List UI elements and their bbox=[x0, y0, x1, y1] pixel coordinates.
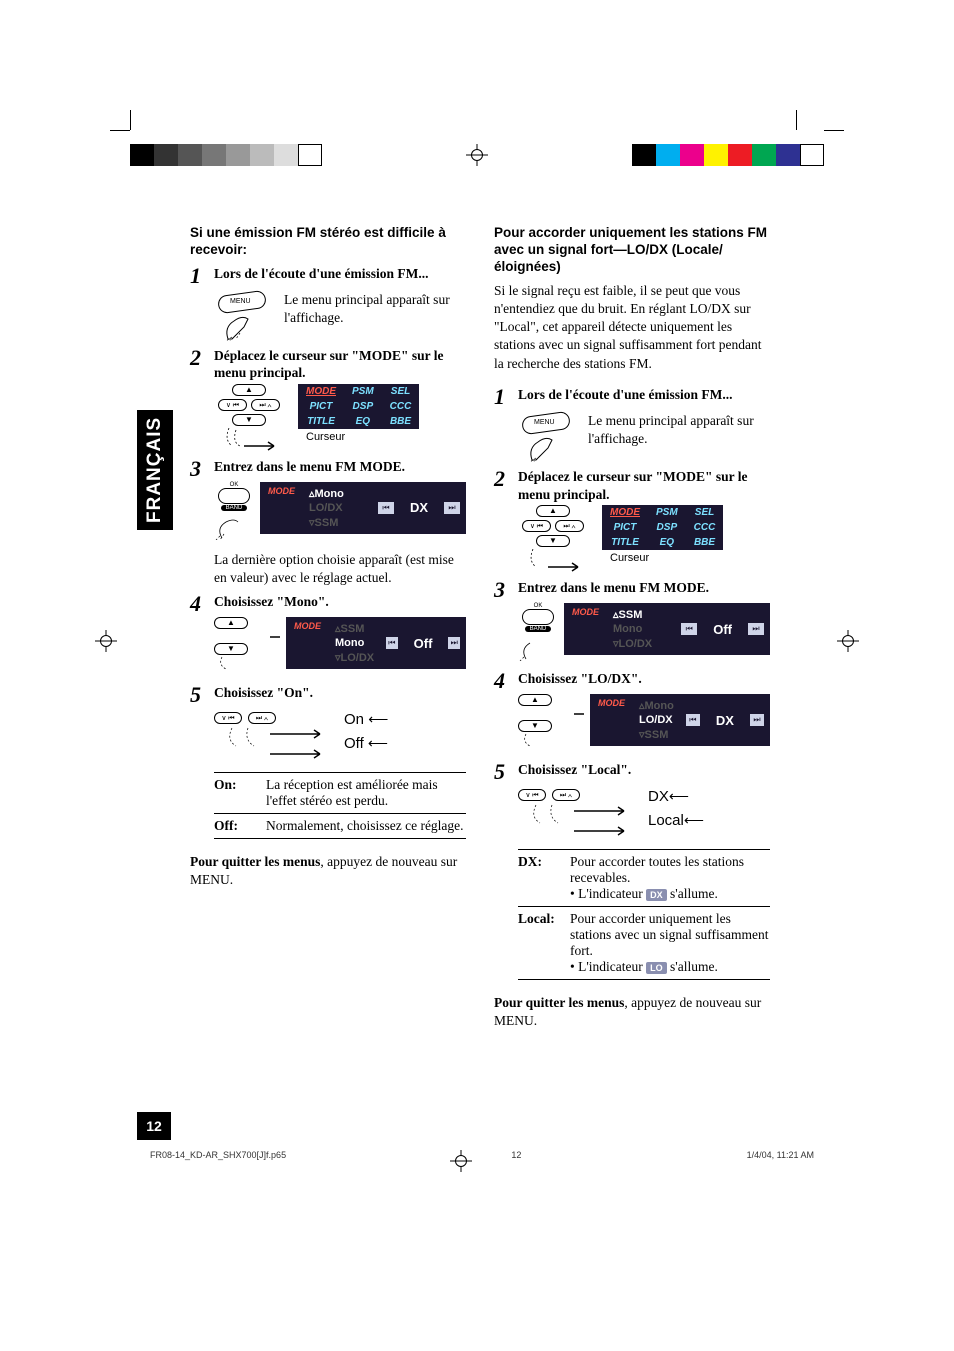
fm-mode-display: MODE▵Mono LO/DX▿SSM⏮DX⏭ bbox=[260, 482, 466, 534]
press-arrow-icon bbox=[528, 549, 588, 575]
footer-page: 12 bbox=[511, 1150, 521, 1160]
step-number: 3 bbox=[190, 458, 206, 480]
menu-button-label: MENU bbox=[230, 298, 251, 305]
color-bars bbox=[632, 144, 824, 166]
step-number: 3 bbox=[494, 579, 510, 601]
page-footer: FR08-14_KD-AR_SHX700[J]f.p65 12 1/4/04, … bbox=[150, 1150, 814, 1160]
up-down-buttons-icon: ▲ ▼ bbox=[214, 617, 262, 680]
arrow-right-icon bbox=[572, 694, 584, 734]
step-number: 5 bbox=[190, 684, 206, 706]
step-5-text: Choisissez "On". bbox=[214, 684, 313, 706]
toggle-on-label: On bbox=[344, 711, 364, 728]
step-number: 1 bbox=[190, 265, 206, 287]
step-2-text: Déplacez le curseur sur "MODE" sur le me… bbox=[518, 468, 770, 503]
thumb-press-icon bbox=[214, 512, 254, 540]
toggle-dx-label: DX bbox=[648, 788, 669, 805]
registration-mark-icon bbox=[466, 144, 488, 166]
dx-local-description-table: DX:Pour accorder toutes les stations rec… bbox=[518, 849, 770, 980]
menu-appears-text: Le menu principal apparaît sur l'afficha… bbox=[284, 291, 466, 327]
menu-button-icon: MENU bbox=[216, 291, 274, 341]
step-4-text: Choisissez "LO/DX". bbox=[518, 670, 642, 692]
menu-button-label: MENU bbox=[534, 419, 555, 426]
right-column: Pour accorder uniquement les stations FM… bbox=[494, 225, 770, 1044]
registration-mark-icon bbox=[837, 630, 859, 657]
menu-button-icon: MENU bbox=[520, 412, 578, 462]
grayscale-bars bbox=[130, 144, 322, 166]
fm-mode-display: MODE▵SSM Mono▿LO/DX⏮Off⏭ bbox=[564, 603, 770, 655]
ok-band-button-icon: OK BAND bbox=[518, 603, 558, 666]
step-1-text: Lors de l'écoute d'une émission FM... bbox=[214, 265, 429, 287]
dpad-icon: ▲ ∨ ⏮⏭ ∧ ▼ bbox=[518, 505, 588, 575]
dpad-icon: ▲ ∨ ⏮⏭ ∧ ▼ bbox=[214, 384, 284, 454]
print-registration-bar bbox=[130, 140, 824, 170]
step-4-text: Choisissez "Mono". bbox=[214, 593, 329, 615]
main-menu-display: MODEPSMSELPICTDSPCCCTITLEEQBBE bbox=[298, 384, 419, 429]
registration-mark-icon bbox=[95, 630, 117, 657]
thumb-press-icon bbox=[222, 309, 262, 341]
page-number-badge: 12 bbox=[137, 1112, 171, 1140]
step-number: 1 bbox=[494, 386, 510, 408]
language-tab: FRANÇAIS bbox=[137, 410, 173, 530]
cursor-label: Curseur bbox=[610, 552, 723, 564]
step-3-note: La dernière option choisie apparaît (est… bbox=[214, 551, 466, 587]
step-number: 4 bbox=[494, 670, 510, 692]
exit-instruction: Pour quitter les menus, appuyez de nouve… bbox=[494, 994, 770, 1030]
exit-instruction: Pour quitter les menus, appuyez de nouve… bbox=[190, 853, 466, 889]
dx-local-toggle-diagram: ∨ ⏮ ⏭ ∧ DX⟵ Local⟵ bbox=[518, 785, 770, 841]
arrow-right-icon bbox=[268, 617, 280, 657]
step-number: 5 bbox=[494, 761, 510, 783]
step-3-text: Entrez dans le menu FM MODE. bbox=[518, 579, 709, 601]
right-heading: Pour accorder uniquement les stations FM… bbox=[494, 225, 770, 276]
step-5-text: Choisissez "Local". bbox=[518, 761, 631, 783]
footer-date: 1/4/04, 11:21 AM bbox=[747, 1150, 814, 1160]
left-heading: Si une émission FM stéréo est difficile … bbox=[190, 225, 466, 259]
left-column: Si une émission FM stéréo est difficile … bbox=[190, 225, 466, 1044]
on-off-description-table: On:La réception est améliorée mais l'eff… bbox=[214, 772, 466, 839]
right-intro: Si le signal reçu est faible, il se peut… bbox=[494, 282, 770, 373]
step-number: 2 bbox=[494, 468, 510, 503]
ok-band-button-icon: OK BAND bbox=[214, 482, 254, 545]
mono-select-display: MODE▵SSM Mono▿LO/DX⏮Off⏭ bbox=[286, 617, 466, 669]
main-menu-display: MODEPSMSELPICTDSPCCCTITLEEQBBE bbox=[602, 505, 723, 550]
toggle-off-label: Off bbox=[344, 735, 364, 752]
step-3-text: Entrez dans le menu FM MODE. bbox=[214, 458, 405, 480]
lodx-select-display: MODE▵Mono LO/DX▿SSM⏮DX⏭ bbox=[590, 694, 770, 746]
step-1-text: Lors de l'écoute d'une émission FM... bbox=[518, 386, 733, 408]
on-off-toggle-diagram: ∨ ⏮ ⏭ ∧ On ⟵ Off ⟵ bbox=[214, 708, 466, 764]
step-number: 4 bbox=[190, 593, 206, 615]
page-content: Si une émission FM stéréo est difficile … bbox=[190, 225, 770, 1044]
menu-appears-text: Le menu principal apparaît sur l'afficha… bbox=[588, 412, 770, 448]
press-arrow-icon bbox=[224, 428, 284, 454]
toggle-local-label: Local bbox=[648, 812, 684, 829]
step-number: 2 bbox=[190, 347, 206, 382]
up-down-buttons-icon: ▲ ▼ bbox=[518, 694, 566, 757]
step-2-text: Déplacez le curseur sur "MODE" sur le me… bbox=[214, 347, 466, 382]
footer-filename: FR08-14_KD-AR_SHX700[J]f.p65 bbox=[150, 1150, 286, 1160]
cursor-label: Curseur bbox=[306, 431, 419, 443]
thumb-press-icon bbox=[526, 430, 566, 462]
